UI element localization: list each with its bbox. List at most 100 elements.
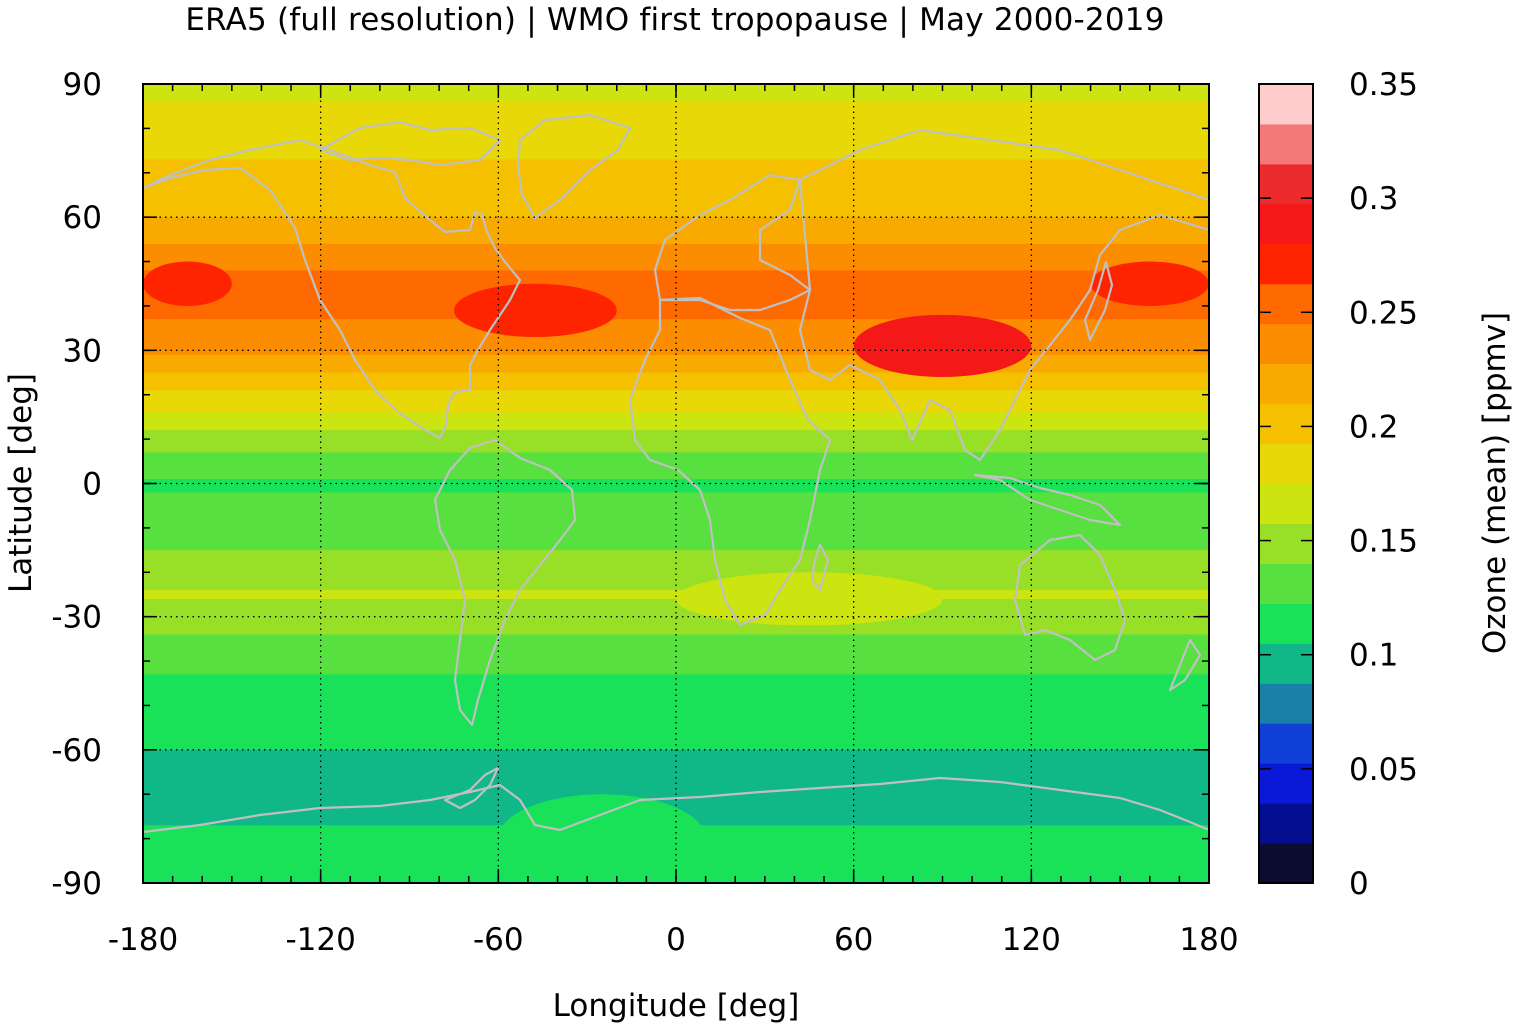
ozone-band [143, 541, 1209, 547]
colorbar-level [1259, 203, 1313, 245]
ozone-band [143, 740, 1209, 746]
ozone-band [143, 798, 1209, 804]
x-axis-title: Longitude [deg] [553, 988, 800, 1024]
ozone-band [143, 452, 1209, 458]
colorbar-level [1259, 403, 1313, 445]
colorbar-tick-labels: 0 0.05 0.1 0.15 0.2 0.25 0.3 0.35 [1349, 67, 1418, 902]
ozone-band [143, 106, 1209, 112]
colorbar-level [1259, 563, 1313, 604]
colorbar-title: Ozone (mean) [ppmv] [1477, 312, 1513, 654]
ozone-band [143, 123, 1209, 129]
colorbar-tick-label: 0.25 [1349, 295, 1418, 331]
ozone-band [143, 403, 1209, 409]
ozone-band [143, 270, 1209, 276]
x-tick-label: 0 [666, 922, 686, 958]
ozone-band [143, 656, 1209, 662]
ozone-band [143, 168, 1209, 174]
coastline-indonesia [973, 473, 1122, 527]
ozone-band [143, 194, 1209, 201]
ozone-band [143, 776, 1209, 782]
ozone-band [143, 265, 1209, 272]
x-tick-label: 120 [1002, 922, 1061, 958]
ozone-band [143, 603, 1209, 609]
ozone-band [143, 536, 1209, 542]
ozone-band [143, 385, 1209, 391]
ozone-band [143, 590, 1209, 596]
colorbar-tick-label: 0.3 [1349, 181, 1398, 217]
ozone-band [143, 354, 1209, 360]
ozone-band [143, 492, 1209, 498]
ozone-band [143, 767, 1209, 773]
ozone-band [143, 443, 1209, 449]
ozone-band [143, 678, 1209, 684]
grid-lines [143, 84, 1209, 883]
ozone-band [143, 612, 1209, 618]
ozone-band [143, 563, 1209, 569]
colorbar-tick-label: 0 [1349, 866, 1369, 902]
colorbar-tick-label: 0.2 [1349, 409, 1398, 445]
ozone-band [143, 661, 1209, 667]
y-tick-label: 90 [63, 67, 102, 103]
ozone-band [143, 625, 1209, 631]
x-tick-label: 60 [834, 922, 873, 958]
ozone-band [143, 718, 1209, 724]
ozone-band [143, 416, 1209, 422]
ozone-feature [853, 314, 1032, 377]
map-plot-area [143, 84, 1209, 883]
plot-ticks [142, 83, 1210, 884]
colorbar-level [1259, 603, 1313, 644]
colorbar-tick-label: 0.1 [1349, 638, 1398, 674]
ozone-band [143, 128, 1209, 134]
ozone-band [143, 305, 1209, 311]
ozone-band [143, 585, 1209, 591]
ozone-band [143, 772, 1209, 778]
ozone-band [143, 510, 1209, 516]
ozone-band [143, 141, 1209, 147]
ozone-band [143, 261, 1209, 267]
y-axis-title: Latitude [deg] [3, 373, 39, 593]
ozone-band [143, 381, 1209, 387]
ozone-feature [143, 261, 232, 306]
y-tick-label: -30 [51, 600, 102, 636]
ozone-band [143, 314, 1209, 320]
x-tick-label: -180 [108, 922, 178, 958]
ozone-band [143, 177, 1209, 183]
ozone-band [143, 634, 1209, 640]
colorbar-level [1259, 84, 1313, 125]
ozone-band [143, 519, 1209, 525]
ozone-band [143, 372, 1209, 378]
ozone-band [143, 723, 1209, 729]
colorbar-ticks [1259, 83, 1313, 884]
ozone-band [143, 248, 1209, 254]
ozone-feature [453, 283, 617, 338]
ozone-band [143, 163, 1209, 169]
y-tick-label: 0 [82, 467, 102, 503]
ozone-band [143, 226, 1209, 232]
ozone-band [143, 234, 1209, 240]
ozone-band [143, 257, 1209, 263]
ozone-band [143, 172, 1209, 178]
colorbar-tick-label: 0.15 [1349, 524, 1418, 560]
colorbar-level [1259, 363, 1313, 405]
ozone-band [143, 394, 1209, 400]
colorbar-level [1259, 123, 1313, 165]
ozone-band [143, 217, 1209, 223]
y-tick-label: -60 [51, 733, 102, 769]
ozone-band [143, 567, 1209, 573]
ozone-band [143, 487, 1209, 493]
coastline-arctic-islands [318, 120, 502, 167]
ozone-feature [498, 794, 706, 883]
ozone-band [143, 683, 1209, 689]
ozone-band [143, 616, 1209, 622]
coastline-north-america [143, 138, 522, 440]
ozone-band [143, 447, 1209, 454]
chart-title: ERA5 (full resolution) | WMO first tropo… [185, 2, 1165, 38]
ozone-band [143, 337, 1209, 343]
ozone-feature [676, 572, 943, 626]
colorbar-tick-label: 0.05 [1349, 752, 1418, 788]
ozone-band [143, 754, 1209, 760]
ozone-band [143, 425, 1209, 431]
coastline-antarctic-peninsula [443, 766, 500, 810]
ozone-band [143, 638, 1209, 644]
